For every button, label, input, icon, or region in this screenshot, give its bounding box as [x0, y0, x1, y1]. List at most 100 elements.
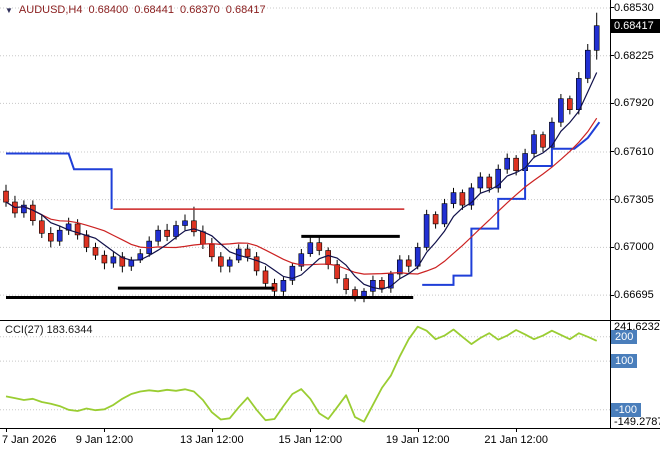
candle-bull: [56, 229, 63, 242]
candle-bear: [92, 247, 99, 256]
price-axis-tick: [611, 55, 614, 57]
time-axis-tick: [211, 429, 213, 432]
low-price-value: 0.68370: [180, 4, 220, 16]
candle-bull: [531, 134, 537, 154]
price-axis-tick: [611, 246, 614, 248]
candle-bull: [21, 204, 27, 214]
candle-bear: [379, 279, 385, 289]
candle-bull: [128, 259, 135, 267]
candle-bear: [253, 256, 260, 272]
price-axis-label: 0.67920: [614, 97, 654, 110]
time-axis-label: 15 Jan 12:00: [278, 434, 343, 446]
price-axis-border: [610, 0, 611, 428]
candle-bear: [164, 229, 170, 237]
time-axis-tick: [417, 429, 419, 432]
candle-bull: [226, 259, 233, 267]
symbol-timeframe-label: AUDUSD,H4: [18, 4, 83, 16]
candle-bull: [549, 121, 555, 148]
candle-bull: [182, 220, 188, 226]
ohlc-header: ▼ AUDUSD,H4 0.68400 0.68441 0.68370 0.68417: [5, 4, 272, 16]
cci-panel[interactable]: [0, 321, 610, 428]
candle-bull: [450, 192, 457, 204]
candle-bear: [316, 242, 323, 251]
candle-bull: [396, 259, 403, 275]
candle-bear: [432, 214, 439, 225]
cci-axis[interactable]: 241.6232 200 100 -100 -149.2787: [611, 321, 660, 428]
cci-min-label: -149.2787: [614, 415, 660, 428]
time-axis-tick: [104, 429, 106, 432]
candle-bull: [307, 242, 314, 254]
price-axis-tick: [611, 7, 614, 9]
step-line-blue-right[interactable]: [422, 121, 601, 286]
cci-canvas[interactable]: [0, 321, 610, 428]
main-chart[interactable]: [0, 0, 610, 320]
candle-bear: [262, 270, 269, 284]
price-axis-tick: [611, 199, 614, 201]
candle-bull: [289, 265, 296, 281]
candle-bear: [244, 248, 251, 258]
price-axis-label: 0.67000: [614, 241, 654, 254]
cci-level-tag: 100: [611, 354, 638, 369]
candle-bear: [74, 223, 81, 236]
price-axis-tick: [611, 294, 614, 296]
candle-bear: [47, 233, 54, 242]
candle-bear: [101, 254, 108, 264]
price-axis-tick: [611, 151, 614, 153]
candle-bear: [343, 278, 349, 291]
candle-bull: [504, 157, 511, 170]
candle-bear: [566, 98, 573, 110]
candle-bear: [334, 264, 340, 280]
candle-bull: [387, 273, 394, 289]
candle-bear: [191, 220, 197, 233]
step-line-blue-left[interactable]: [6, 152, 113, 210]
candle-bull: [584, 49, 591, 79]
candle-bear: [29, 204, 36, 222]
price-axis-label: 0.67305: [614, 193, 654, 206]
candle-bear: [218, 256, 224, 267]
candle-bear: [209, 244, 215, 258]
ma-slow-line: [5, 117, 598, 275]
time-axis-tick: [310, 429, 312, 432]
open-price-value: 0.68400: [88, 4, 129, 16]
candle-bull: [593, 25, 600, 51]
candle-bull: [110, 256, 117, 264]
candle-bear: [38, 220, 45, 234]
time-axis-label: 13 Jan 12:00: [180, 434, 244, 446]
panel-separator[interactable]: [0, 320, 660, 321]
time-axis-label: 19 Jan 12:00: [385, 434, 450, 446]
candle-bull: [370, 279, 376, 292]
close-price-value: 0.68417: [225, 4, 266, 16]
candle-bull: [173, 225, 179, 237]
time-axis-label: 7 Jan 2026: [2, 434, 57, 446]
candle-bull: [575, 78, 582, 111]
candle-bear: [540, 134, 546, 148]
time-axis-separator: [0, 428, 660, 429]
price-axis-label: 0.68530: [614, 1, 654, 14]
high-price-value: 0.68441: [134, 4, 175, 16]
time-axis-tick: [6, 429, 7, 432]
time-axis-label: 21 Jan 12:00: [484, 434, 548, 446]
candle-bull: [280, 279, 287, 292]
candle-bear: [459, 192, 466, 206]
price-axis-tick: [611, 102, 614, 104]
time-axis[interactable]: 7 Jan 2026 9 Jan 12:00 13 Jan 12:00 15 Jan …: [0, 429, 610, 450]
candle-bear: [405, 259, 412, 267]
candle-bear: [200, 231, 206, 245]
time-axis-tick: [516, 429, 518, 432]
time-axis-label: 9 Jan 12:00: [75, 434, 134, 446]
candle-bear: [3, 190, 9, 203]
candle-bear: [486, 176, 493, 189]
candle-bear: [325, 250, 332, 265]
candle-bull: [558, 98, 564, 123]
main-chart-canvas[interactable]: [0, 0, 610, 320]
candle-bull: [441, 203, 448, 225]
cci-max-label: 241.6232: [614, 320, 660, 333]
current-price-tag: 0.68417: [611, 18, 660, 33]
price-axis-label: 0.66695: [614, 289, 654, 302]
cci-line: [5, 325, 598, 423]
price-axis[interactable]: 0.68530 0.68225 0.67920 0.67610 0.67305 0.670…: [611, 0, 660, 320]
candle-bull: [155, 229, 161, 242]
candle-bull: [495, 168, 502, 189]
indicator-label: CCI(27) 183.6344: [5, 324, 93, 336]
